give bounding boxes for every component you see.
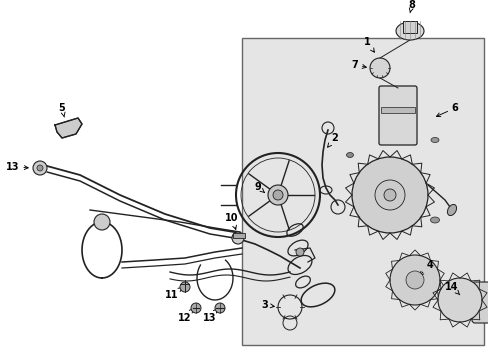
Circle shape: [374, 180, 404, 210]
Text: 3: 3: [261, 300, 274, 310]
Circle shape: [383, 189, 395, 201]
Ellipse shape: [430, 138, 438, 143]
Circle shape: [215, 303, 224, 313]
Circle shape: [37, 165, 43, 171]
Text: 9: 9: [254, 182, 264, 193]
Circle shape: [33, 161, 47, 175]
Circle shape: [267, 185, 287, 205]
Text: 6: 6: [436, 103, 457, 117]
FancyBboxPatch shape: [471, 282, 488, 323]
Ellipse shape: [395, 22, 423, 40]
Circle shape: [437, 278, 481, 322]
Text: 2: 2: [327, 133, 338, 147]
Ellipse shape: [447, 204, 456, 216]
Text: 10: 10: [225, 213, 238, 229]
Bar: [380, 107, 414, 113]
Text: 5: 5: [59, 103, 65, 117]
Circle shape: [180, 282, 190, 292]
Circle shape: [272, 190, 283, 200]
Bar: [402, 21, 416, 33]
Bar: [232, 233, 244, 238]
FancyBboxPatch shape: [378, 86, 416, 145]
Text: 4: 4: [419, 260, 432, 275]
Text: 7: 7: [351, 60, 366, 70]
Text: 1: 1: [363, 37, 374, 52]
Text: 11: 11: [165, 287, 183, 300]
Circle shape: [351, 157, 427, 233]
Bar: [242, 38, 483, 345]
Text: 13: 13: [6, 162, 28, 172]
Ellipse shape: [346, 153, 353, 158]
Text: 12: 12: [178, 309, 193, 323]
Circle shape: [389, 255, 439, 305]
Circle shape: [369, 58, 389, 78]
Circle shape: [191, 303, 201, 313]
Polygon shape: [55, 118, 82, 138]
Circle shape: [295, 248, 304, 256]
Circle shape: [94, 214, 110, 230]
Circle shape: [231, 232, 244, 244]
Text: 8: 8: [408, 0, 415, 13]
Ellipse shape: [429, 217, 439, 223]
Text: 13: 13: [203, 309, 217, 323]
Text: 14: 14: [445, 282, 459, 295]
Circle shape: [405, 271, 423, 289]
